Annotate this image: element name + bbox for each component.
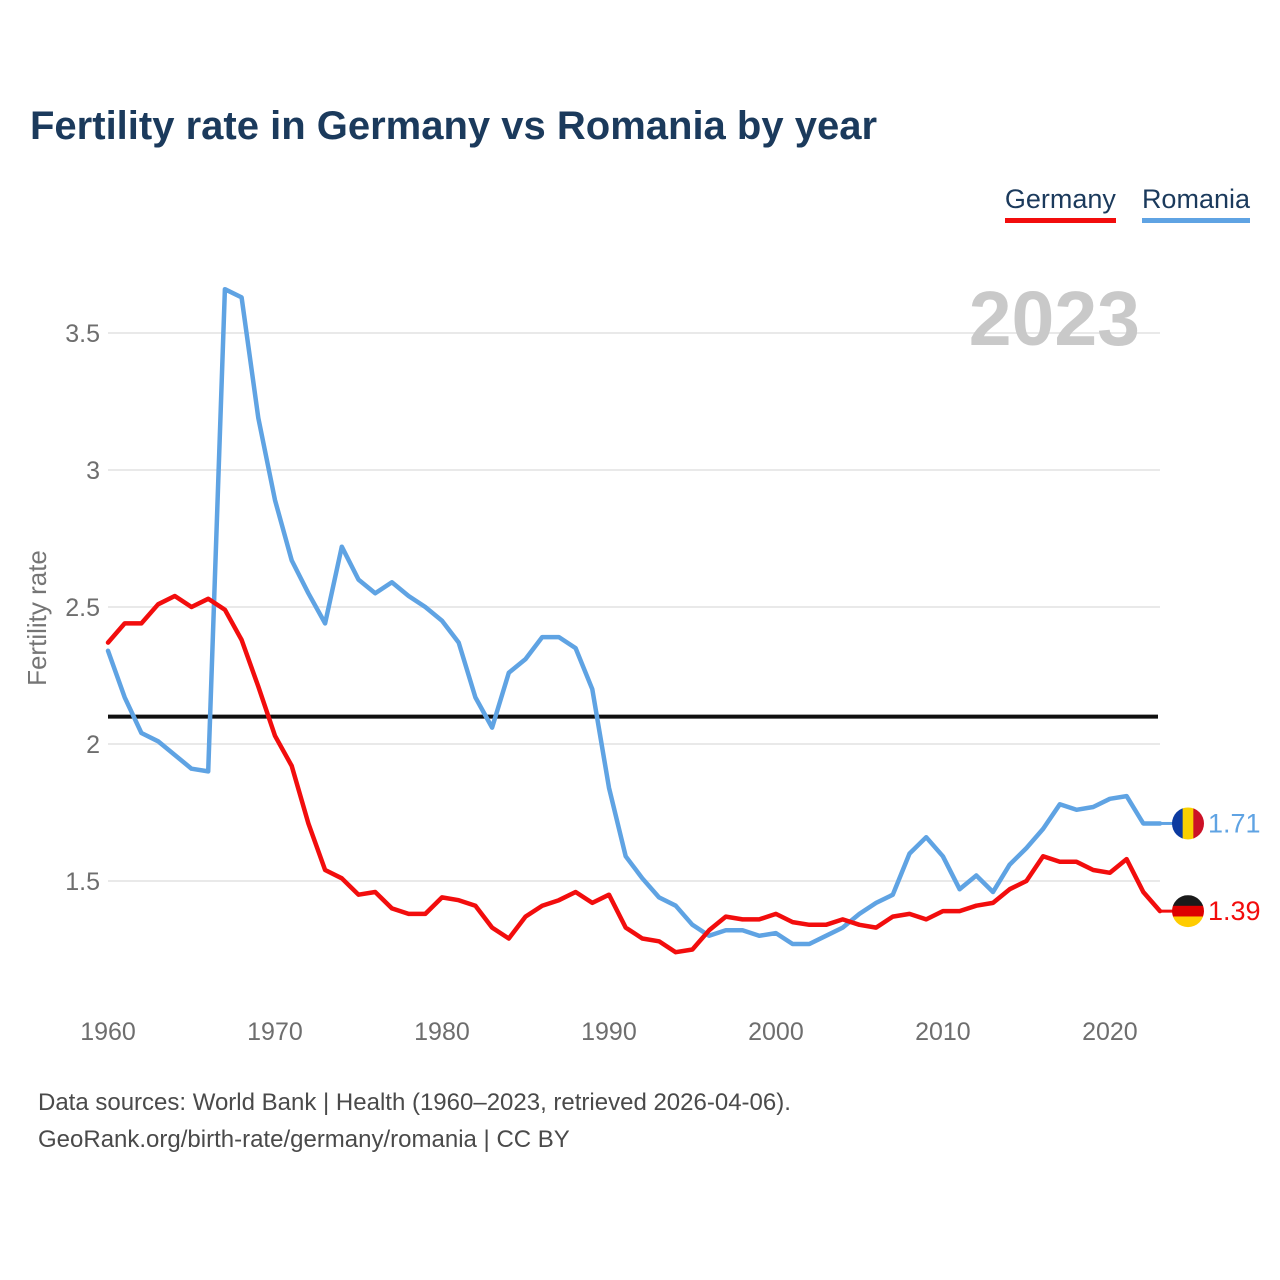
x-tick-label: 1970 (247, 1018, 303, 1046)
y-tick-label: 3 (86, 457, 100, 485)
legend-item-romania[interactable]: Romania (1141, 184, 1250, 223)
legend-item-germany[interactable]: Germany (1004, 184, 1116, 223)
x-tick-label: 1960 (80, 1018, 136, 1046)
end-value-label-romania: 1.71 (1208, 808, 1261, 838)
series-lines-layer (105, 286, 1163, 955)
x-tick-label: 1980 (414, 1018, 470, 1046)
gridlines (108, 332, 1160, 882)
watermark-year: 2023 (969, 276, 1140, 362)
x-tick-label: 1990 (581, 1018, 637, 1046)
y-tick-label: 3.5 (65, 320, 100, 348)
footer-source-line: Data sources: World Bank | Health (1960–… (38, 1089, 791, 1116)
series-line-germany (105, 593, 1163, 955)
chart-footer: Data sources: World Bank | Health (1960–… (38, 1084, 791, 1158)
footer-link-line: GeoRank.org/birth-rate/germany/romania |… (38, 1126, 570, 1153)
axis-tick-labels: 1.5 2 2.5 3 3.5 1960 1970 1980 1990 2000 2010 2020 (65, 320, 1137, 1046)
flag-icon-germany (1172, 895, 1204, 928)
x-tick-label: 2000 (748, 1018, 804, 1046)
x-tick-label: 2010 (915, 1018, 971, 1046)
legend-label-romania: Romania (1141, 184, 1250, 214)
y-tick-label: 2 (86, 731, 100, 759)
flag-icon-romania (1172, 807, 1204, 840)
legend-label-germany: Germany (1004, 184, 1116, 214)
y-tick-label: 2.5 (65, 594, 100, 622)
y-tick-label: 1.5 (65, 868, 100, 896)
page-title: Fertility rate in Germany vs Romania by … (30, 104, 878, 148)
legend: Germany Romania (1004, 184, 1250, 223)
series-line-romania (105, 286, 1163, 947)
y-axis-title: Fertility rate (22, 550, 52, 686)
end-annotations-layer: 1.39 1.71 (1160, 807, 1261, 928)
end-value-label-germany: 1.39 (1208, 896, 1261, 926)
x-tick-label: 2020 (1082, 1018, 1138, 1046)
